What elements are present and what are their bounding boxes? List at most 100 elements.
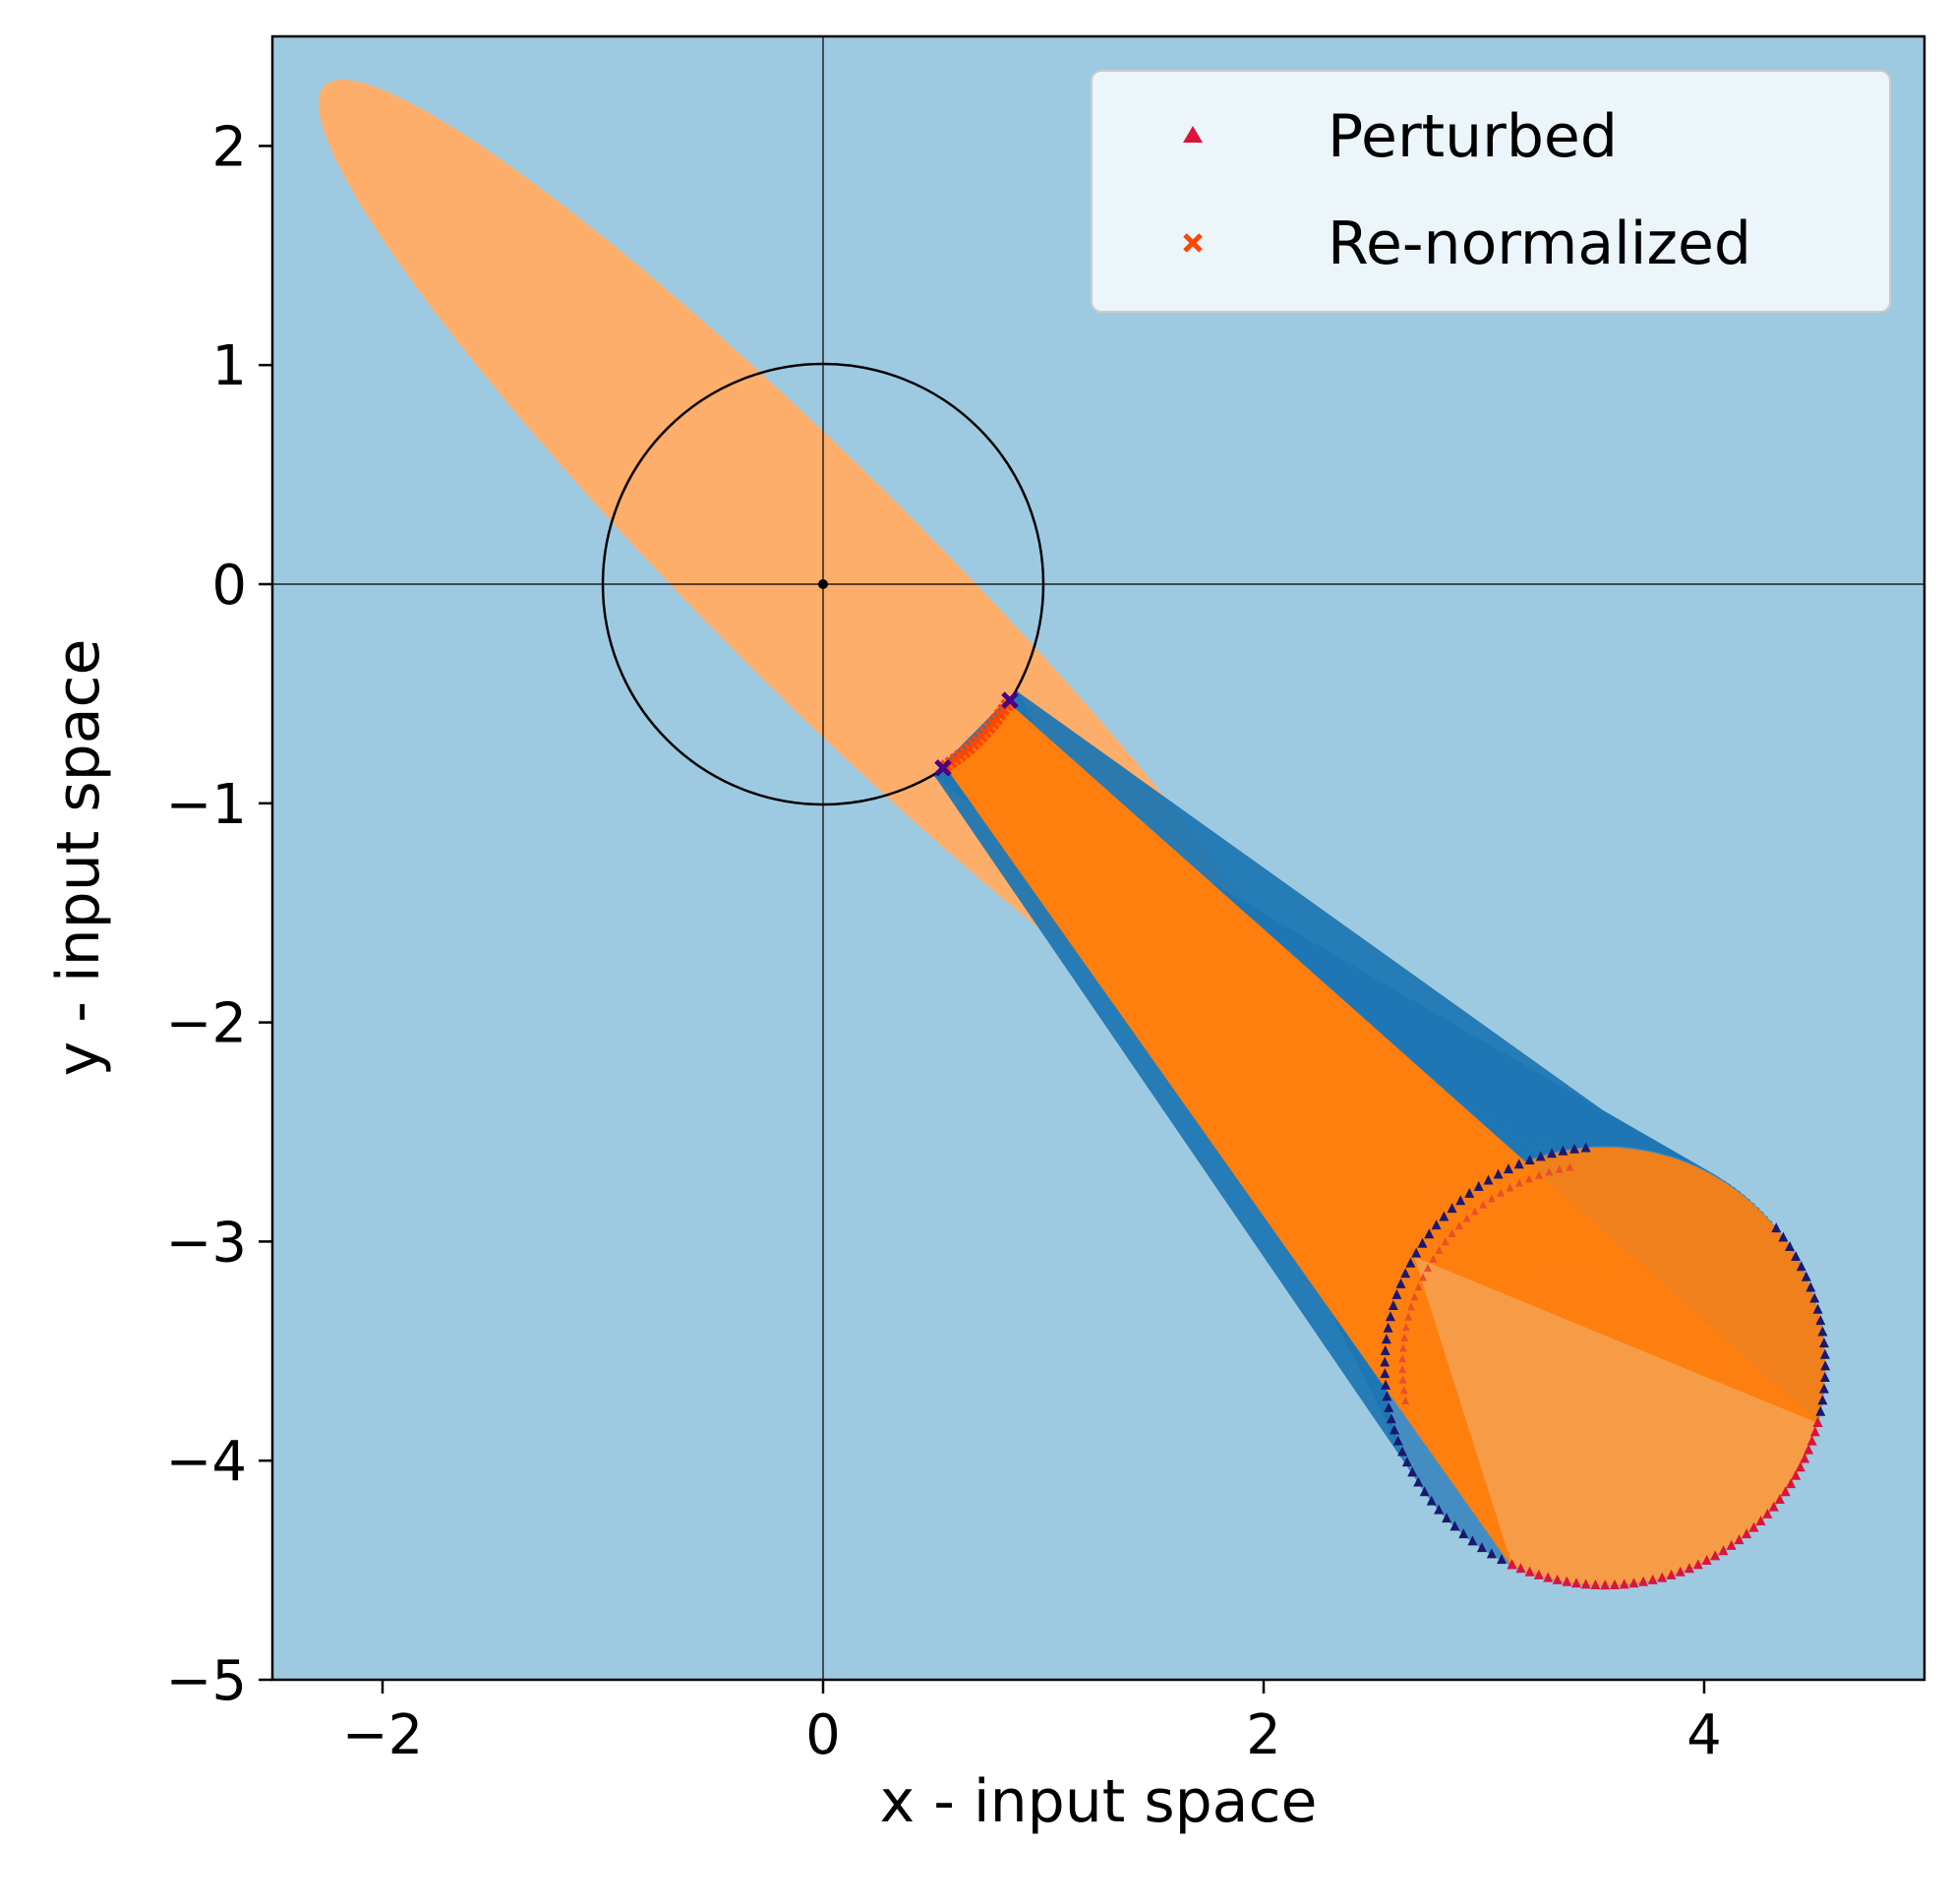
perturbed-marker [1647, 1574, 1658, 1584]
perturbed-marker [1692, 1559, 1703, 1570]
perturbed-marker-outside [1392, 1435, 1403, 1446]
perturbed-marker-outside [1771, 1222, 1782, 1233]
perturbed-marker-inner [1429, 1254, 1438, 1263]
perturbed-marker-outside [1558, 1145, 1568, 1156]
perturbed-marker-outside [1791, 1250, 1802, 1261]
perturbed-marker-inner [1454, 1221, 1463, 1230]
perturbed-marker-outside [1818, 1338, 1829, 1348]
perturbed-marker-inner [1487, 1194, 1496, 1203]
perturbed-marker-inner [1479, 1200, 1488, 1209]
perturbed-marker-outside [1476, 1542, 1487, 1553]
boundary-marker [934, 759, 952, 777]
y-tick-label: −2 [165, 992, 247, 1056]
perturbed-marker-outside [1385, 1311, 1395, 1322]
perturbed-marker-outside [1439, 1211, 1449, 1221]
perturbed-marker [1628, 1577, 1639, 1588]
perturbed-marker [1657, 1572, 1668, 1582]
perturbed-marker-outside [1547, 1148, 1558, 1159]
perturbed-marker-inner [1566, 1162, 1574, 1171]
perturbed-marker [1524, 1566, 1535, 1577]
perturbed-marker-outside [1424, 1228, 1435, 1239]
perturbed-marker [1742, 1528, 1752, 1539]
perturbed-marker-inner [1441, 1237, 1449, 1246]
perturbed-marker-outside [1426, 1495, 1437, 1506]
perturbed-marker [1701, 1555, 1712, 1566]
perturbed-marker-inner [1515, 1178, 1524, 1187]
perturbed-marker-inner [1535, 1170, 1544, 1179]
perturbed-marker [1570, 1577, 1581, 1588]
y-tick-label: 0 [211, 554, 247, 618]
perturbed-marker [1806, 1435, 1817, 1446]
orange-cone [945, 702, 1826, 1586]
perturbed-marker-outside [1431, 1220, 1442, 1230]
unit-circle [601, 362, 1045, 806]
perturbed-marker [1726, 1539, 1737, 1550]
perturbed-marker-outside [1819, 1372, 1830, 1383]
perturbed-marker-inner [1462, 1214, 1471, 1222]
perturbed-marker [1580, 1578, 1591, 1589]
perturbed-marker-outside [1818, 1383, 1829, 1394]
perturbed-marker [1675, 1566, 1685, 1577]
perturbed-marker-outside [1383, 1322, 1393, 1333]
perturbed-marker [1638, 1576, 1649, 1586]
perturbed-marker [1809, 1426, 1820, 1437]
perturbed-marker-outside [1413, 1476, 1424, 1487]
legend: Perturbed Re-normalized [1091, 70, 1891, 313]
perturbed-marker-outside [1380, 1368, 1390, 1379]
legend-box [1091, 70, 1891, 313]
perturbed-marker-inner [1435, 1245, 1444, 1254]
perturbed-marker-inner [1423, 1264, 1432, 1273]
y-tick-label: −3 [165, 1211, 247, 1275]
perturbed-marker-inner [1407, 1302, 1416, 1311]
perturbed-marker [1762, 1508, 1773, 1518]
perturbed-marker-outside [1467, 1535, 1478, 1546]
perturbed-marker-outside [1497, 1554, 1508, 1565]
perturbed-marker [1748, 1521, 1759, 1532]
perturbed-marker-outside [1380, 1356, 1390, 1367]
perturbed-marker-outside [1524, 1155, 1535, 1165]
perturbed-marker [1780, 1486, 1791, 1497]
x-axis-label: x - input space [880, 1767, 1318, 1836]
perturbed-marker-outside [1389, 1424, 1399, 1435]
y-tick-label: −1 [165, 773, 247, 837]
perturbed-marker-outside [1820, 1360, 1831, 1371]
perturbed-marker-outside [1812, 1303, 1823, 1314]
perturbed-marker-outside [1455, 1195, 1466, 1206]
perturbed-marker [1515, 1563, 1526, 1574]
x-tick-label: 2 [1246, 1703, 1281, 1767]
perturbed-marker-inner [1398, 1354, 1407, 1363]
perturbed-marker-outside [1483, 1174, 1494, 1185]
perturbed-markers [1380, 1142, 1831, 1590]
perturbed-marker-outside [1386, 1413, 1396, 1424]
perturbed-marker [1533, 1569, 1544, 1579]
perturbed-marker [1619, 1578, 1629, 1589]
x-tick-label: 4 [1686, 1703, 1722, 1767]
perturbed-marker-outside [1407, 1466, 1418, 1477]
perturbed-marker [1507, 1559, 1517, 1570]
perturbed-marker-outside [1817, 1326, 1828, 1337]
perturbed-marker-outside [1449, 1520, 1460, 1531]
perturbed-marker-outside [1442, 1513, 1452, 1523]
perturbed-marker [1795, 1461, 1805, 1472]
perturbed-marker [1768, 1501, 1779, 1512]
perturbed-marker-inner [1418, 1273, 1427, 1281]
y-tick-label: −5 [165, 1649, 247, 1713]
perturbed-marker-inner [1398, 1364, 1407, 1373]
perturbed-marker [1609, 1578, 1620, 1589]
perturbed-marker-inner [1398, 1375, 1407, 1384]
y-tick-label: 1 [211, 334, 247, 398]
perturbed-marker [1800, 1453, 1810, 1463]
perturbed-marker-outside [1384, 1401, 1394, 1412]
perturbed-marker [1666, 1569, 1677, 1579]
perturbed-marker-outside [1388, 1299, 1398, 1310]
perturbed-marker [1803, 1444, 1814, 1455]
perturbed-marker [1590, 1578, 1601, 1589]
perturbed-marker-outside [1785, 1241, 1796, 1252]
perturbed-marker-inner [1404, 1312, 1413, 1321]
perturbed-marker-inner [1525, 1174, 1534, 1183]
y-axis-label: y - input space [44, 639, 113, 1077]
perturbed-marker-outside [1405, 1257, 1416, 1268]
x-tick-label: −2 [342, 1703, 424, 1767]
perturbed-marker-outside [1796, 1261, 1806, 1272]
